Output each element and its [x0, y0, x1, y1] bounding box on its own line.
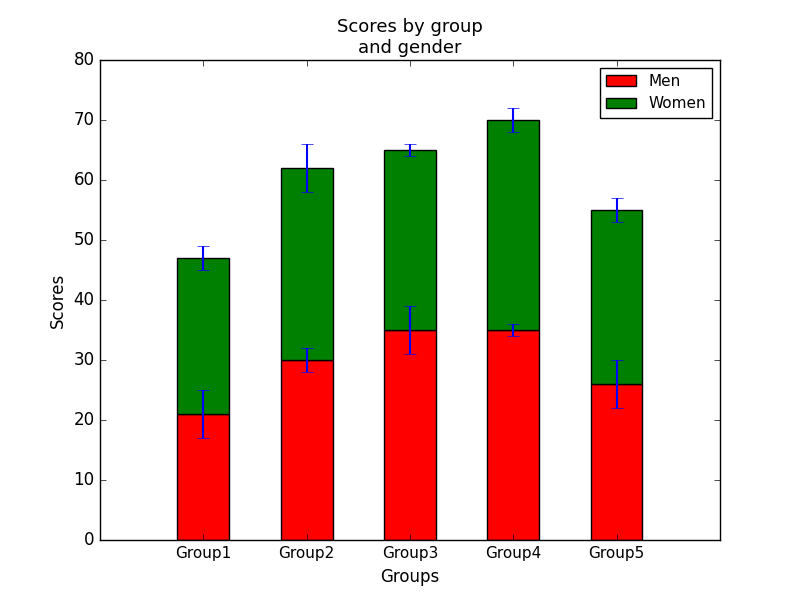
Bar — [384, 330, 436, 540]
Bar — [281, 168, 333, 360]
Bar — [384, 150, 436, 330]
Bar — [487, 330, 539, 540]
Y-axis label: Scores: Scores — [48, 272, 66, 328]
Bar — [487, 120, 539, 330]
Bar — [281, 360, 333, 540]
Title: Scores by group
and gender: Scores by group and gender — [337, 18, 483, 57]
Legend: Men, Women: Men, Women — [600, 68, 712, 118]
X-axis label: Groups: Groups — [380, 568, 440, 586]
Bar — [591, 384, 642, 540]
Bar — [591, 210, 642, 384]
Bar — [178, 414, 229, 540]
Bar — [178, 258, 229, 414]
